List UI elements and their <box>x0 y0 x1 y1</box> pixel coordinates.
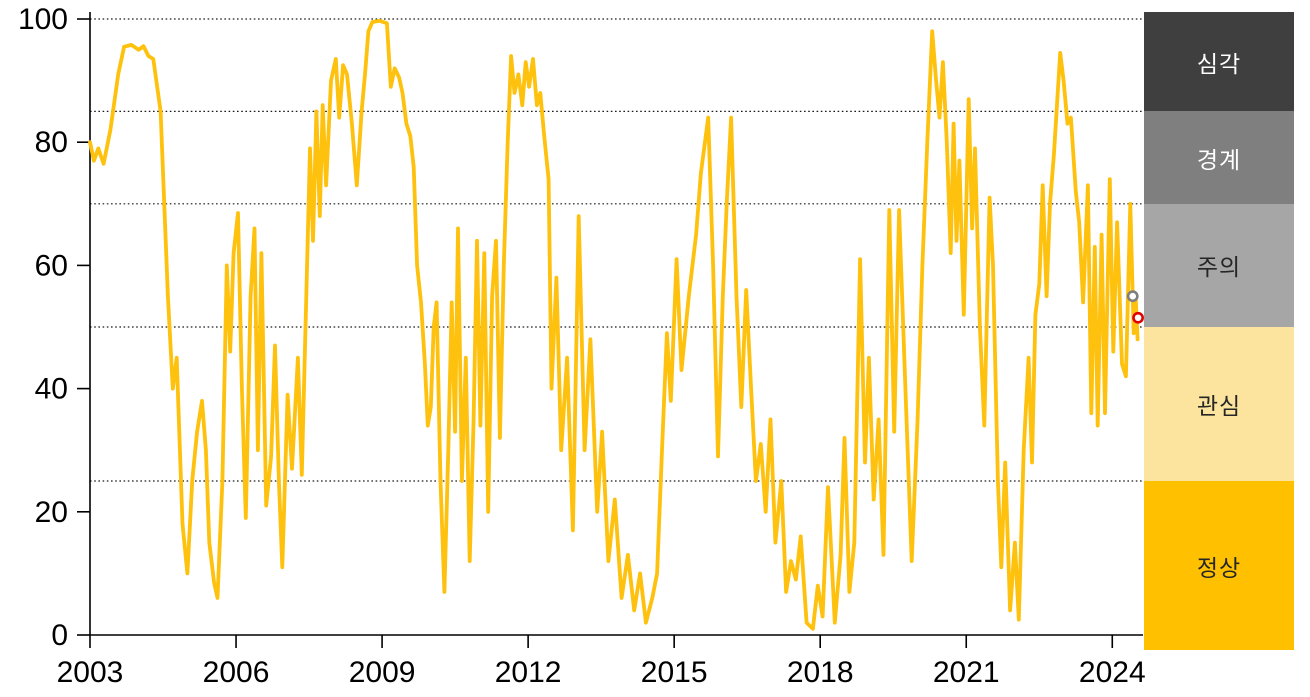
x-tick-label-2006: 2006 <box>203 656 270 689</box>
risk-band-label: 심각 <box>1196 50 1242 77</box>
y-tick-label-0: 0 <box>51 619 68 652</box>
risk-band-label: 관심 <box>1196 393 1242 419</box>
index-series-line <box>88 18 1140 631</box>
y-tick-label-80: 80 <box>35 126 68 159</box>
y-tick-label-60: 60 <box>35 249 68 282</box>
x-tick-label-2024: 2024 <box>1079 656 1146 689</box>
risk-band-1: 심각 <box>1144 12 1294 112</box>
x-tick-label-2021: 2021 <box>933 656 1000 689</box>
x-tick-label-2012: 2012 <box>495 656 562 689</box>
risk-band-2: 경계 <box>1144 111 1294 204</box>
risk-band-label: 정상 <box>1196 554 1242 581</box>
risk-band-3: 주의 <box>1144 203 1294 327</box>
y-tick-label-40: 40 <box>35 373 68 406</box>
x-tick-label-2003: 2003 <box>57 656 124 689</box>
risk-band-label: 주의 <box>1196 254 1242 281</box>
previous-point-marker <box>1126 290 1139 303</box>
x-tick-label-2009: 2009 <box>349 656 416 689</box>
risk-band-4: 관심 <box>1144 327 1294 481</box>
x-tick-label-2015: 2015 <box>641 656 708 689</box>
risk-band-label: 경계 <box>1196 146 1242 173</box>
y-tick-label-20: 20 <box>35 496 68 529</box>
y-tick-label-100: 100 <box>18 3 68 36</box>
x-tick-label-2018: 2018 <box>787 656 854 689</box>
risk-band-5: 정상 <box>1144 481 1294 650</box>
latest-point-marker <box>1132 311 1144 324</box>
